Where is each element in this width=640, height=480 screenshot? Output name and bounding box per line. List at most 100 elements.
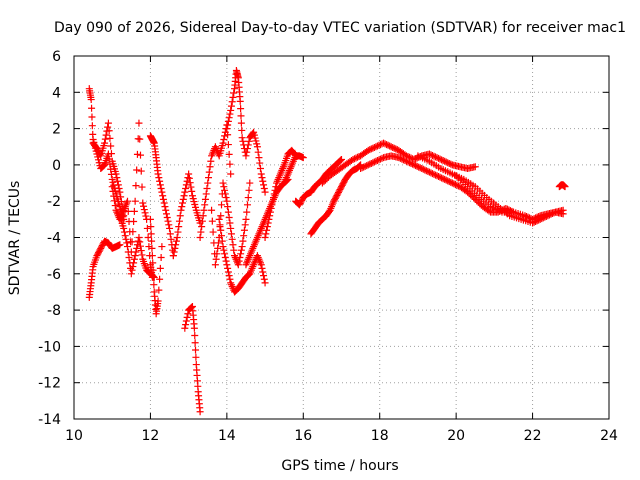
data-point (136, 242, 144, 250)
data-point (88, 122, 96, 130)
data-point (182, 321, 190, 329)
y-tick-label: 2 (52, 122, 61, 138)
data-point (124, 207, 132, 215)
data-point (438, 156, 446, 164)
y-tick-label: -10 (38, 339, 61, 355)
data-point (185, 170, 193, 178)
data-point (367, 159, 375, 167)
data-point (141, 209, 149, 217)
data-point (396, 154, 404, 162)
data-point (367, 145, 375, 153)
data-point (530, 215, 538, 223)
data-point (137, 247, 145, 255)
data-point (217, 212, 225, 220)
y-tick-label: -14 (38, 412, 61, 428)
data-point (88, 113, 96, 121)
y-tick-label: -12 (38, 376, 61, 392)
data-point (205, 174, 213, 182)
data-point (177, 206, 185, 214)
data-point (217, 226, 225, 234)
data-point (559, 210, 567, 218)
y-tick-label: 4 (52, 85, 61, 101)
data-point (260, 184, 268, 192)
data-point (218, 201, 226, 209)
data-point (386, 142, 394, 150)
data-point (110, 192, 118, 200)
data-point (130, 255, 138, 263)
data-point (99, 162, 107, 170)
data-point (533, 213, 541, 221)
x-tick-label: 14 (218, 428, 236, 444)
data-point (135, 234, 143, 241)
data-point (201, 195, 209, 203)
data-point (257, 170, 265, 178)
data-point (373, 157, 381, 165)
data-point (238, 134, 246, 142)
data-point (138, 183, 146, 191)
data-point (226, 219, 234, 227)
data-point (136, 135, 144, 143)
data-point (208, 217, 216, 225)
data-point (221, 132, 229, 140)
axis-ticks (73, 55, 610, 420)
data-point (336, 157, 344, 165)
data-point (229, 241, 237, 249)
data-point (410, 161, 418, 169)
data-point (172, 237, 180, 245)
series-prn-q (292, 155, 345, 209)
data-point (430, 152, 438, 160)
grid-lines (74, 56, 609, 419)
data-point (352, 154, 360, 162)
data-point (187, 183, 195, 191)
data-point (260, 275, 268, 283)
x-tick-label: 20 (447, 428, 465, 444)
data-point (163, 214, 171, 222)
data-point (144, 234, 152, 241)
data-point (129, 228, 137, 236)
data-point (207, 157, 215, 165)
y-tick-label: 0 (52, 158, 61, 174)
data-point (198, 223, 206, 231)
data-point (159, 195, 167, 203)
data-point (149, 266, 157, 274)
data-point (441, 175, 449, 183)
data-point (375, 156, 383, 164)
data-point (271, 186, 279, 194)
data-point (245, 137, 253, 145)
data-point (106, 134, 114, 142)
data-point (389, 143, 397, 151)
data-point (223, 197, 231, 205)
data-point (370, 158, 378, 166)
data-point (245, 186, 253, 194)
data-point (227, 224, 235, 232)
data-point (211, 261, 219, 269)
data-point (338, 155, 345, 163)
data-point (124, 243, 131, 251)
data-point (156, 177, 164, 185)
data-point (109, 187, 117, 195)
data-point (225, 150, 233, 158)
data-point (419, 165, 427, 173)
data-point (237, 250, 245, 258)
data-point (174, 228, 182, 236)
data-point (158, 243, 166, 251)
data-point (237, 246, 245, 254)
data-point (226, 275, 234, 283)
data-point (239, 237, 247, 245)
data-point (407, 159, 415, 167)
data-point (224, 264, 232, 272)
data-point (214, 239, 222, 247)
data-point (424, 167, 432, 175)
data-point (224, 131, 232, 139)
data-point (191, 332, 199, 340)
data-point (435, 173, 443, 181)
data-point (264, 219, 272, 227)
data-point (416, 164, 424, 172)
data-point (111, 197, 119, 205)
y-tick-label: 6 (52, 49, 61, 65)
chart-title: Day 090 of 2026, Sidereal Day-to-day VTE… (54, 20, 626, 36)
data-point (269, 197, 277, 205)
data-point (124, 197, 131, 205)
data-point (201, 201, 209, 209)
data-point (267, 204, 275, 212)
